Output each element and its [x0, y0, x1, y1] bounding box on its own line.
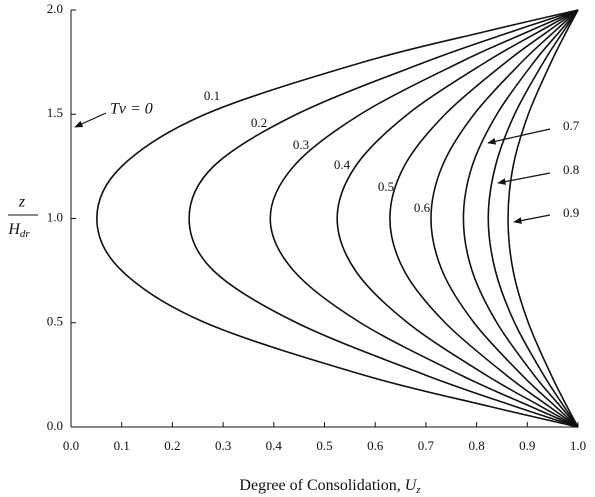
y-tick-label: 1.5 — [47, 105, 63, 120]
isochrone — [462, 9, 579, 428]
x-tick-label: 1.0 — [570, 438, 586, 453]
x-tick-label: 0.3 — [215, 438, 231, 453]
x-axis-label: Degree of Consolidation, Uz — [239, 477, 421, 496]
y-tick-label: 0.5 — [47, 314, 63, 329]
isochrone — [507, 9, 579, 428]
y-tick-label: 1.0 — [47, 209, 63, 224]
label-arrow — [497, 172, 551, 185]
series-label: 0.3 — [293, 137, 309, 152]
y-tick-label: 0.0 — [47, 418, 63, 433]
isochrone — [430, 9, 579, 428]
annotation: Tv = 0 — [110, 101, 153, 118]
series-label: 0.6 — [414, 200, 431, 215]
y-label-numerator: z — [18, 194, 26, 211]
x-tick-label: 0.6 — [367, 438, 384, 453]
series-label: 0.2 — [251, 115, 267, 130]
x-tick-label: 0.8 — [468, 438, 484, 453]
y-axis-label: z Hdr — [7, 194, 38, 240]
x-tick-label: 0.9 — [519, 438, 535, 453]
series-label: 0.4 — [334, 157, 351, 172]
x-tick-label: 0.2 — [164, 438, 180, 453]
y-tick-label: 2.0 — [47, 1, 63, 16]
series-label: 0.9 — [563, 205, 579, 220]
x-tick-label: 0.4 — [266, 438, 283, 453]
label-arrow — [513, 214, 551, 224]
isochrone — [336, 9, 579, 428]
series-label: 0.5 — [378, 179, 394, 194]
isochrone — [487, 9, 579, 428]
isochrone — [188, 9, 579, 428]
series-label: 0.8 — [563, 162, 579, 177]
isochrone — [269, 9, 579, 428]
x-tick-label: 0.0 — [63, 438, 79, 453]
label-arrow — [487, 128, 551, 145]
x-tick-label: 0.5 — [316, 438, 332, 453]
x-tick-label: 0.1 — [114, 438, 130, 453]
x-tick-label: 0.7 — [418, 438, 435, 453]
annotation-arrow — [74, 112, 107, 128]
y-label-denominator: Hdr — [7, 221, 30, 240]
series-label: 0.1 — [204, 88, 220, 103]
series-label: 0.7 — [563, 118, 580, 133]
isochrone — [96, 9, 579, 428]
isochrone — [389, 9, 579, 428]
